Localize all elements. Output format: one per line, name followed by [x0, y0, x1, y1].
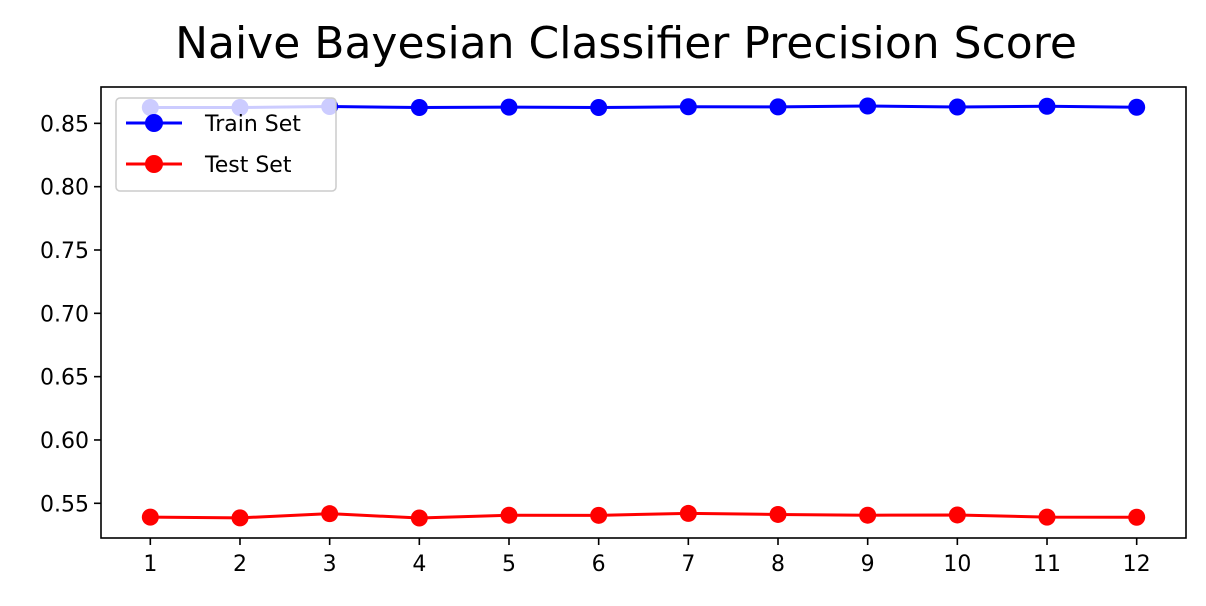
x-tick-label: 3	[323, 552, 337, 577]
data-point-train-set	[859, 97, 877, 115]
legend-label-test: Test Set	[204, 153, 292, 178]
data-point-train-set	[590, 99, 608, 117]
x-tick-label: 9	[861, 552, 875, 577]
chart-title: Naive Bayesian Classifier Precision Scor…	[175, 18, 1077, 69]
y-tick-label: 0.60	[40, 429, 89, 454]
data-point-train-set	[410, 99, 428, 117]
x-tick-label: 11	[1033, 552, 1061, 577]
y-tick-label: 0.70	[40, 302, 89, 327]
x-tick-label: 1	[143, 552, 157, 577]
data-point-test-set	[769, 505, 787, 523]
x-tick-label: 12	[1123, 552, 1151, 577]
legend-label-train: Train Set	[204, 112, 301, 137]
data-point-train-set	[1128, 98, 1146, 116]
x-tick-label: 7	[681, 552, 695, 577]
x-tick-label: 10	[943, 552, 971, 577]
y-tick-label: 0.75	[40, 239, 89, 264]
x-tick-label: 6	[592, 552, 606, 577]
data-point-test-set	[141, 508, 159, 526]
legend: Train Set Test Set	[115, 97, 337, 192]
data-point-test-set	[1128, 508, 1146, 526]
data-point-train-set	[769, 98, 787, 116]
y-axis: 0.55 0.60 0.65 0.70 0.75 0.80 0.85	[40, 112, 101, 517]
y-tick-label: 0.65	[40, 366, 89, 391]
data-point-test-set	[500, 506, 518, 524]
plot-frame	[100, 86, 1187, 539]
y-tick-label: 0.55	[40, 492, 89, 517]
data-point-test-set	[1038, 508, 1056, 526]
legend-marker-test	[145, 155, 163, 173]
x-tick-label: 4	[412, 552, 426, 577]
x-tick-label: 8	[771, 552, 785, 577]
data-point-test-set	[859, 506, 877, 524]
x-tick-label: 2	[233, 552, 247, 577]
data-point-train-set	[1038, 97, 1056, 115]
data-point-test-set	[321, 505, 339, 523]
legend-box	[115, 97, 337, 192]
x-tick-label: 5	[502, 552, 516, 577]
legend-marker-train	[145, 114, 163, 132]
series-line-test-set	[148, 511, 1139, 520]
x-axis: 1 2 3 4 5 6 7 8 9 10 11 12	[143, 538, 1151, 577]
data-point-test-set	[410, 509, 428, 527]
data-point-train-set	[500, 98, 518, 116]
data-point-train-set	[679, 98, 697, 116]
data-point-test-set	[948, 506, 966, 524]
data-point-test-set	[679, 504, 697, 522]
data-point-train-set	[948, 98, 966, 116]
data-point-test-set	[590, 506, 608, 524]
y-tick-label: 0.85	[40, 112, 89, 137]
y-tick-label: 0.80	[40, 176, 89, 201]
data-point-test-set	[231, 509, 249, 527]
